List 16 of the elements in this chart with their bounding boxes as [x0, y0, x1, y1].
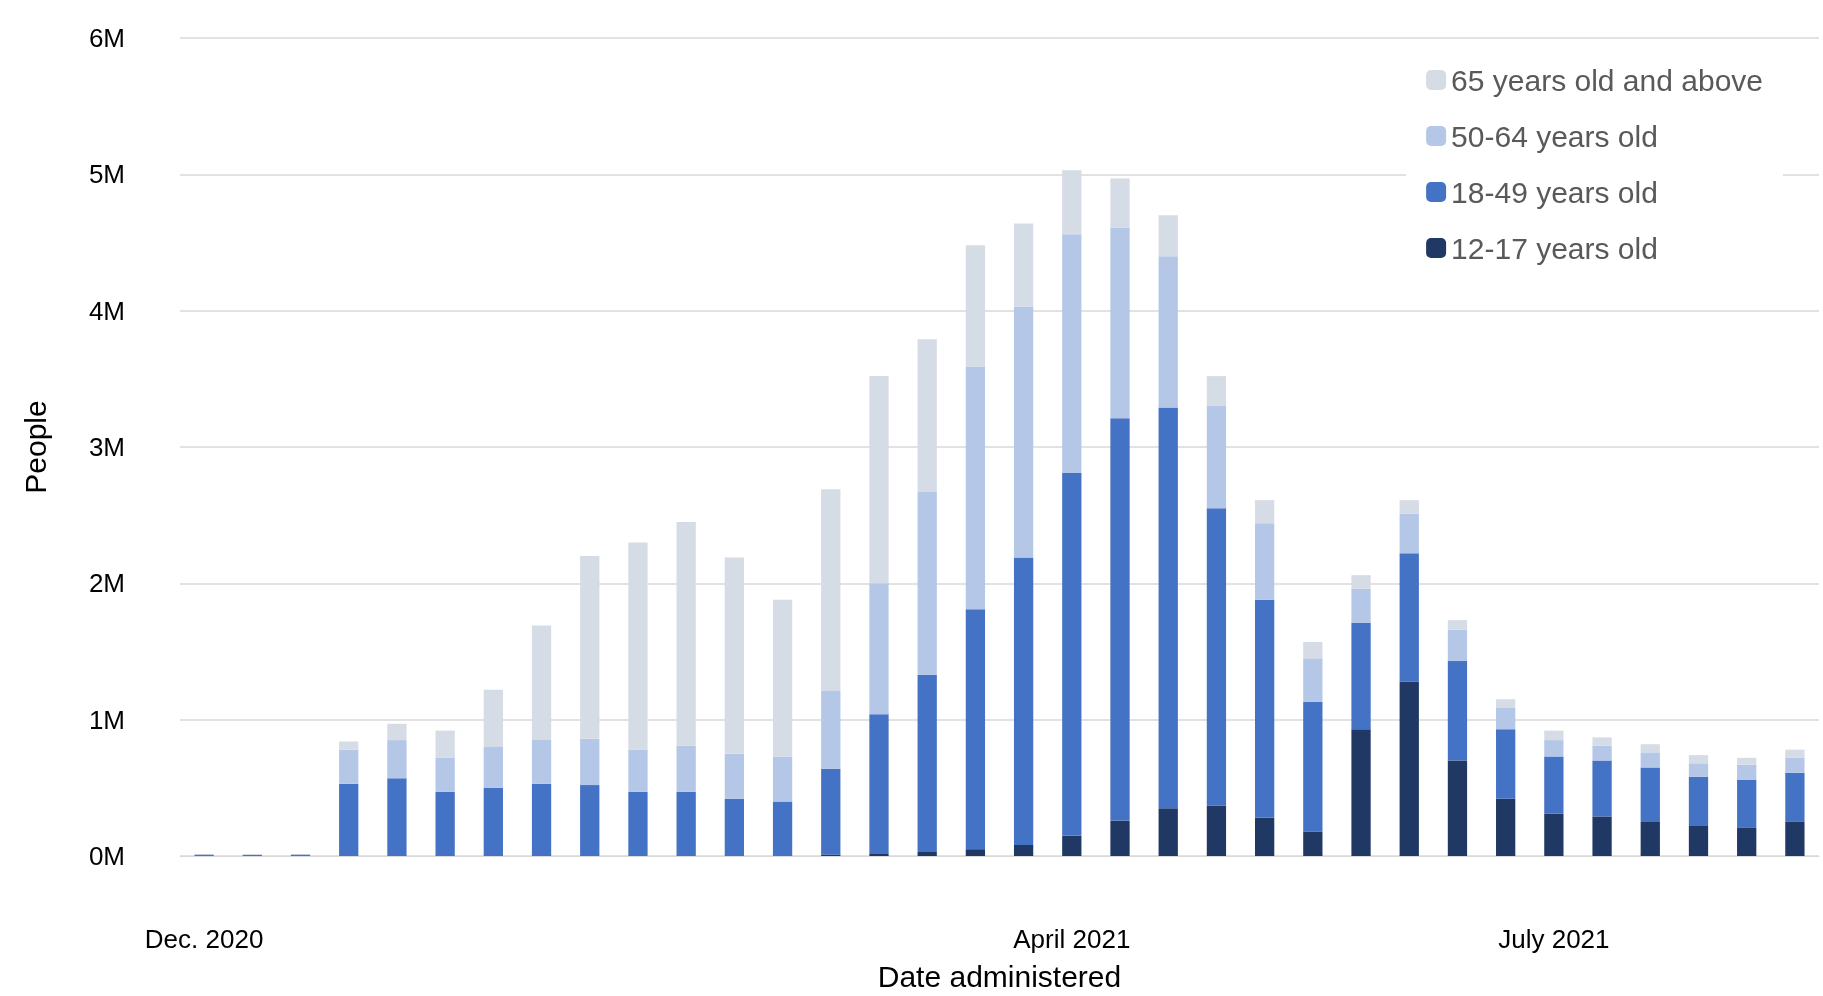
- x-axis-title: Date administered: [877, 959, 1122, 993]
- legend-label: 18-49 years old: [1451, 175, 1658, 209]
- y-tick-label: 2M: [88, 568, 125, 599]
- y-axis-title: People: [18, 400, 52, 494]
- y-tick-label: 3M: [88, 432, 125, 462]
- y-tick-label: 6M: [88, 23, 125, 53]
- legend-label: 50-64 years old: [1451, 119, 1658, 153]
- legend-label: 12-17 years old: [1451, 231, 1658, 265]
- x-tick-label: Dec. 2020: [144, 924, 264, 954]
- y-tick-label: 0M: [88, 841, 125, 871]
- legend-label: 65 years old and above: [1451, 63, 1764, 97]
- x-tick-label: July 2021: [1498, 924, 1610, 954]
- x-tick-label: April 2021: [1013, 924, 1131, 954]
- y-tick-label: 4M: [88, 295, 125, 326]
- y-tick-label: 1M: [88, 704, 125, 735]
- y-tick-label: 5M: [88, 159, 125, 190]
